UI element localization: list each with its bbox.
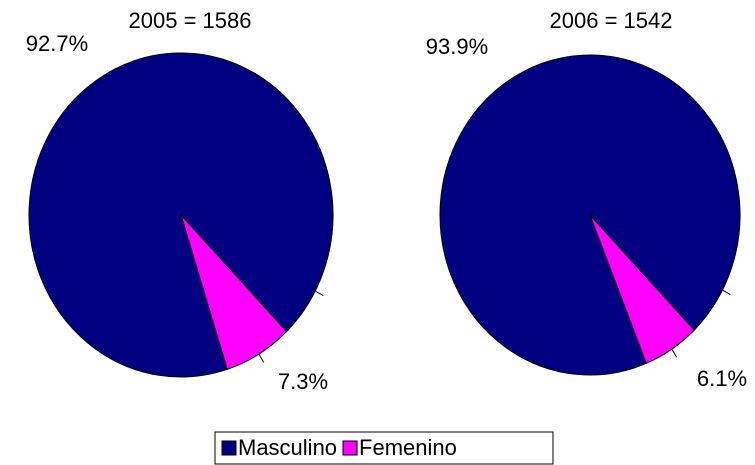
data-label: 93.9%: [426, 34, 488, 59]
legend-box: [214, 431, 554, 465]
legend-label: Masculino: [238, 435, 337, 460]
chart-title: 2005 = 1586: [129, 8, 252, 33]
legend-label: Femenino: [359, 435, 457, 460]
data-label: 7.3%: [278, 369, 328, 394]
data-label: 92.7%: [26, 31, 88, 56]
legend-swatch: [221, 440, 237, 456]
leader-line: [722, 289, 731, 296]
leader-line: [314, 290, 324, 297]
leader-line: [671, 348, 678, 358]
data-label: 6.1%: [697, 366, 747, 391]
legend-swatch: [342, 440, 358, 456]
leader-line: [258, 353, 265, 363]
chart-title: 2006 = 1542: [550, 8, 673, 33]
